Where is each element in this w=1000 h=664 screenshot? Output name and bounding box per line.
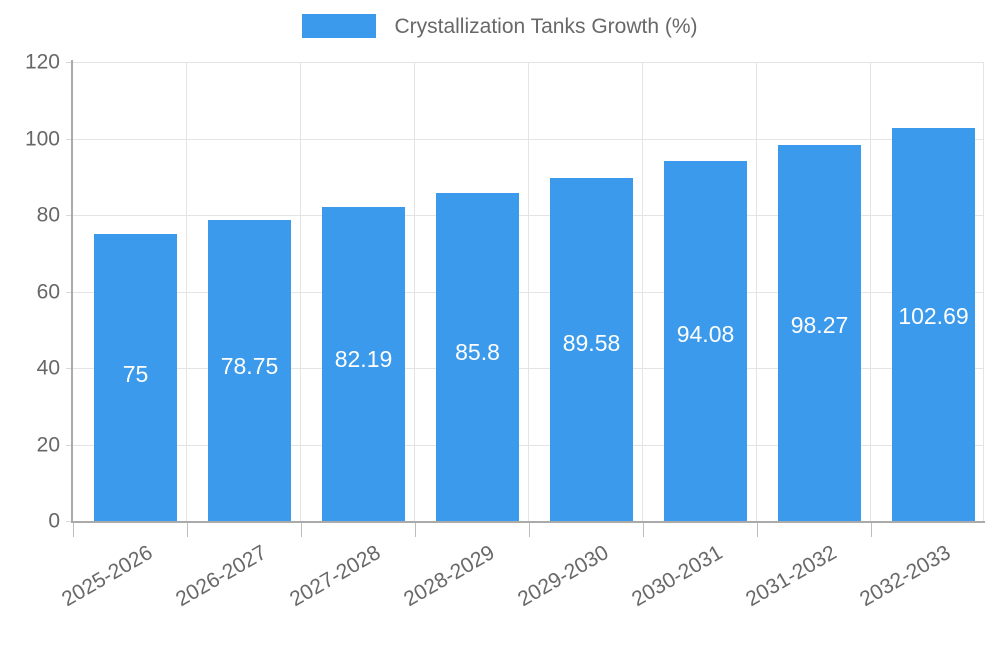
bar-2029-2030[interactable]: 89.58 [550,178,633,521]
x-tick-label-2028-2029: 2028-2029 [400,541,499,612]
bar-2031-2032[interactable]: 98.27 [778,145,861,521]
x-tick-mark-6 [757,523,758,537]
x-tick-label-2030-2031: 2030-2031 [628,541,727,612]
y-tick-mark-80 [66,215,73,216]
x-tick-mark-4 [529,523,530,537]
y-tick-mark-120 [66,62,73,63]
bar-value-label: 85.8 [455,338,500,365]
x-tick-label-2026-2027: 2026-2027 [172,541,271,612]
x-tick-label-2031-2032: 2031-2032 [742,541,841,612]
bar-value-label: 98.27 [790,312,849,339]
y-tick-mark-20 [66,444,73,446]
y-axis-labels: 120 100 80 60 40 20 0 [0,0,60,600]
gridline-v-6 [756,62,757,521]
bar-chart: Crystallization Tanks Growth (%) 120 100… [0,0,1000,611]
bar-value-label: 102.69 [898,303,969,330]
x-tick-mark-2 [301,523,302,537]
bar-value-label: 82.19 [334,345,393,372]
bar-2025-2026[interactable]: 75 [94,234,177,521]
bar-series-crystallization-tanks-growth: 75 78.75 82.19 85.8 89.58 94.08 98.27 10… [72,62,984,521]
gridline-v-2 [300,62,301,521]
y-tick-label-20: 20 [36,433,60,456]
x-tick-mark-0 [73,523,74,537]
gridline-v-5 [642,62,643,521]
x-tick-mark-5 [643,523,644,537]
bar-value-label: 78.75 [220,352,279,379]
x-tick-label-2025-2026: 2025-2026 [58,541,157,612]
y-axis-line [71,60,73,523]
y-tick-label-120: 120 [24,50,60,74]
bar-2026-2027[interactable]: 78.75 [208,219,291,521]
y-tick-mark-40 [66,368,73,369]
y-tick-label-100: 100 [24,127,60,150]
gridlines [72,62,984,521]
bar-value-label: 89.58 [562,330,621,357]
bar-value-label: 94.08 [676,321,735,348]
gridline-v-3 [414,62,415,521]
bar-value-label: 75 [122,361,149,388]
gridline-v-7 [870,62,871,521]
x-axis-labels: 2025-2026 2026-2027 2027-2028 2028-2029 … [0,523,1000,611]
x-tick-mark-3 [415,523,416,537]
y-tick-label-0: 0 [48,509,60,533]
bar-2032-2033[interactable]: 102.69 [892,128,975,521]
x-tick-label-2027-2028: 2027-2028 [286,541,385,612]
gridline-v-4 [528,62,529,521]
gridline-v-8 [983,62,984,521]
x-tick-label-2029-2030: 2029-2030 [514,541,613,612]
y-tick-mark-60 [66,291,73,293]
chart-legend: Crystallization Tanks Growth (%) [0,14,1000,38]
bar-2027-2028[interactable]: 82.19 [322,206,405,521]
legend-item-crystallization-tanks-growth[interactable]: Crystallization Tanks Growth (%) [302,14,698,38]
bar-2028-2029[interactable]: 85.8 [436,192,519,521]
y-tick-mark-100 [66,138,73,140]
y-tick-label-40: 40 [36,356,60,380]
x-tick-mark-7 [871,523,872,537]
y-tick-label-60: 60 [36,280,60,303]
legend-color-swatch-icon [302,14,377,38]
x-axis-line [71,521,985,523]
legend-item-label: Crystallization Tanks Growth (%) [394,14,698,38]
y-tick-mark-0 [66,521,73,522]
gridline-v-1 [186,62,187,521]
plot-area: 75 78.75 82.19 85.8 89.58 94.08 98.27 10… [72,62,984,521]
x-tick-label-2032-2033: 2032-2033 [856,541,955,612]
y-tick-label-80: 80 [36,203,60,227]
x-tick-mark-1 [187,523,188,537]
bar-2030-2031[interactable]: 94.08 [664,161,747,521]
